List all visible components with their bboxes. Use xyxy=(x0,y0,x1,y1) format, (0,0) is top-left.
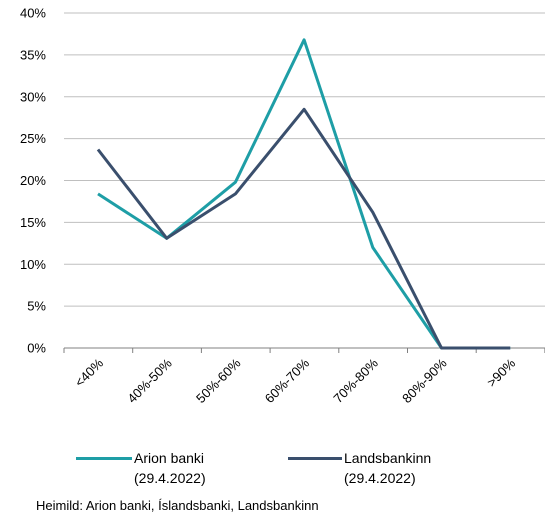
legend-label-arion: Arion banki (29.4.2022) xyxy=(134,450,206,486)
gridlines xyxy=(64,12,545,307)
source-note: Heimild: Arion banki, Íslandsbanki, Land… xyxy=(36,498,319,513)
x-tick-label: 40%-50% xyxy=(124,355,175,406)
x-tick-label: 70%-80% xyxy=(330,355,381,406)
x-tick-label: 80%-90% xyxy=(399,355,450,406)
x-tick-label: 50%-60% xyxy=(193,355,244,406)
series-lines xyxy=(96,38,511,350)
x-axis-ticks: <40% 40%-50% 50%-60% 60%-70% 70%-80% 80%-90% >… xyxy=(72,355,519,406)
y-tick-label: 25% xyxy=(20,131,46,146)
y-axis-ticks: 0% 5% 10% 15% 20% 25% 30% 35% 40% xyxy=(20,6,46,356)
series-line-1 xyxy=(96,107,511,350)
y-tick-label: 35% xyxy=(20,47,46,62)
y-tick-label: 5% xyxy=(27,299,46,314)
legend-swatch-arion xyxy=(76,457,132,460)
y-tick-label: 30% xyxy=(20,89,46,104)
y-tick-label: 20% xyxy=(20,173,46,188)
line-chart: 0% 5% 10% 15% 20% 25% 30% 35% 40% <40% 40%-50% 50%… xyxy=(20,6,545,406)
y-tick-label: 0% xyxy=(27,341,46,356)
x-tick-label: <40% xyxy=(72,355,107,390)
y-tick-label: 10% xyxy=(20,257,46,272)
legend-swatch-landsbankinn xyxy=(288,457,342,460)
y-tick-label: 15% xyxy=(20,215,46,230)
x-tick-label: 60%-70% xyxy=(262,355,313,406)
series-line-0 xyxy=(97,38,511,350)
x-tick-label: >90% xyxy=(484,355,519,390)
legend-label-landsbankinn: Landsbankinn (29.4.2022) xyxy=(344,450,432,486)
y-tick-label: 40% xyxy=(20,6,46,21)
